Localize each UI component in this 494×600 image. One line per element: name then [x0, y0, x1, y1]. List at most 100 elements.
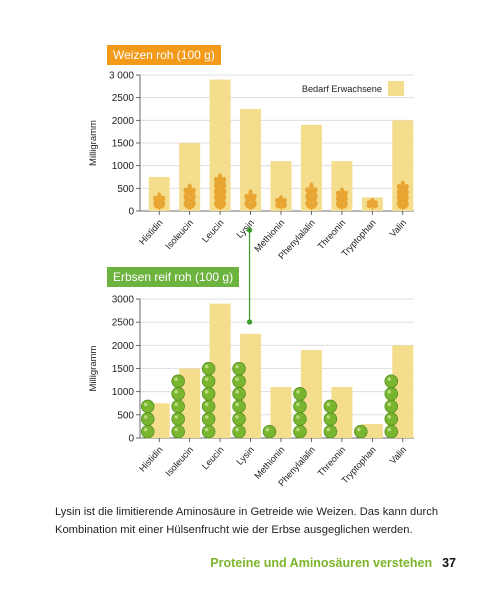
- pea-stack: [384, 374, 399, 439]
- pea: [323, 424, 338, 439]
- wheat-symbol: [335, 187, 348, 210]
- y-axis-label: Milligramm: [88, 120, 99, 166]
- pea-highlight: [143, 402, 148, 407]
- pea-highlight: [204, 427, 209, 432]
- x-tick-label: Threonin: [316, 218, 348, 252]
- pea: [384, 374, 399, 388]
- wheat-symbol: [153, 192, 166, 210]
- wheat-grain: [250, 200, 257, 209]
- pea-stack: [293, 387, 307, 439]
- pea-stack: [354, 424, 368, 439]
- page-footer: Proteine und Aminosäuren verstehen 37: [210, 556, 456, 570]
- pea: [232, 361, 246, 376]
- pea: [232, 387, 246, 401]
- pea: [384, 424, 399, 439]
- pea: [293, 399, 307, 414]
- x-tick-label: Leucin: [200, 445, 226, 472]
- y-axis-label: Milligramm: [88, 345, 99, 391]
- wheat-grain: [339, 187, 345, 196]
- x-tick-label: Valin: [388, 218, 409, 239]
- pea: [171, 399, 185, 414]
- page-number: 37: [442, 556, 456, 570]
- pea: [293, 387, 307, 401]
- pea-highlight: [296, 427, 300, 432]
- pea: [293, 424, 307, 439]
- wheat-symbol: [275, 195, 287, 210]
- pea-stack: [171, 374, 185, 439]
- y-tick-label: 2500: [112, 318, 135, 329]
- pea: [384, 399, 399, 414]
- pea: [171, 374, 185, 388]
- pea-highlight: [387, 402, 392, 407]
- pea: [201, 399, 216, 414]
- legend-label: Bedarf Erwachsene: [302, 84, 382, 94]
- pea: [232, 424, 246, 439]
- pea: [232, 374, 246, 388]
- pea-stack: [323, 399, 338, 439]
- x-tick-label: Lysin: [234, 445, 256, 467]
- pea-highlight: [204, 390, 209, 394]
- pea-highlight: [235, 415, 239, 419]
- wheat-symbol: [305, 182, 318, 210]
- pea: [171, 412, 185, 426]
- y-tick-label: 500: [117, 184, 134, 195]
- wheat-symbol: [244, 189, 257, 210]
- pea: [293, 412, 307, 426]
- pea-highlight: [387, 427, 392, 432]
- wheat-grain: [183, 200, 190, 209]
- wheat-grain: [305, 200, 312, 209]
- pea-highlight: [174, 402, 178, 407]
- pea: [140, 424, 155, 439]
- wheat-grain: [370, 198, 375, 206]
- bar-requirement: [270, 161, 292, 211]
- pea-highlight: [326, 427, 331, 432]
- footer-title: Proteine und Aminosäuren verstehen: [210, 556, 433, 570]
- pea-highlight: [265, 427, 270, 432]
- pea: [201, 361, 216, 376]
- pea-highlight: [235, 377, 239, 382]
- x-tick-label: Valin: [388, 445, 409, 466]
- y-tick-label: 3 000: [109, 71, 134, 82]
- wheat-grain: [305, 193, 312, 203]
- wheat-grain: [400, 180, 405, 189]
- pea: [323, 399, 338, 414]
- wheat-grain: [217, 173, 223, 182]
- pea: [201, 412, 216, 426]
- wheat-grain: [309, 182, 314, 191]
- y-tick-label: 1500: [112, 139, 135, 150]
- lysin-connector: [246, 227, 253, 325]
- wheat-grain: [244, 200, 251, 209]
- wheat-grain: [189, 194, 196, 203]
- bar-requirement: [331, 387, 353, 438]
- x-tick-label: Threonin: [316, 445, 348, 479]
- x-tick-label: Lysin: [234, 218, 256, 240]
- bar-requirement: [270, 387, 292, 438]
- chart-title-peas: Erbsen reif roh (100 g): [107, 267, 240, 287]
- pea-stack: [140, 399, 155, 439]
- x-tick-label: Histidin: [137, 218, 165, 247]
- bar-requirement: [361, 424, 383, 438]
- pea-highlight: [174, 427, 178, 432]
- pea: [323, 412, 338, 426]
- x-tick-label: Histidin: [137, 445, 165, 474]
- wheat-grain: [248, 189, 253, 198]
- pea-highlight: [143, 427, 148, 432]
- wheat-grain: [187, 183, 192, 192]
- wheat-symbol: [183, 183, 196, 210]
- y-tick-label: 2500: [112, 93, 135, 104]
- y-tick-label: 0: [128, 434, 134, 445]
- pea-highlight: [204, 402, 209, 407]
- bar-requirement: [300, 349, 322, 438]
- chart-title-wheat: Weizen roh (100 g): [107, 45, 221, 65]
- pea: [140, 412, 155, 426]
- bar-requirement: [240, 333, 262, 438]
- y-tick-label: 2000: [112, 341, 135, 352]
- wheat-symbol: [214, 173, 227, 210]
- pea-stack: [232, 361, 246, 439]
- pea: [201, 374, 216, 388]
- pea: [262, 424, 277, 439]
- pea-highlight: [174, 415, 178, 419]
- pea-highlight: [174, 390, 178, 394]
- pea-highlight: [296, 390, 300, 394]
